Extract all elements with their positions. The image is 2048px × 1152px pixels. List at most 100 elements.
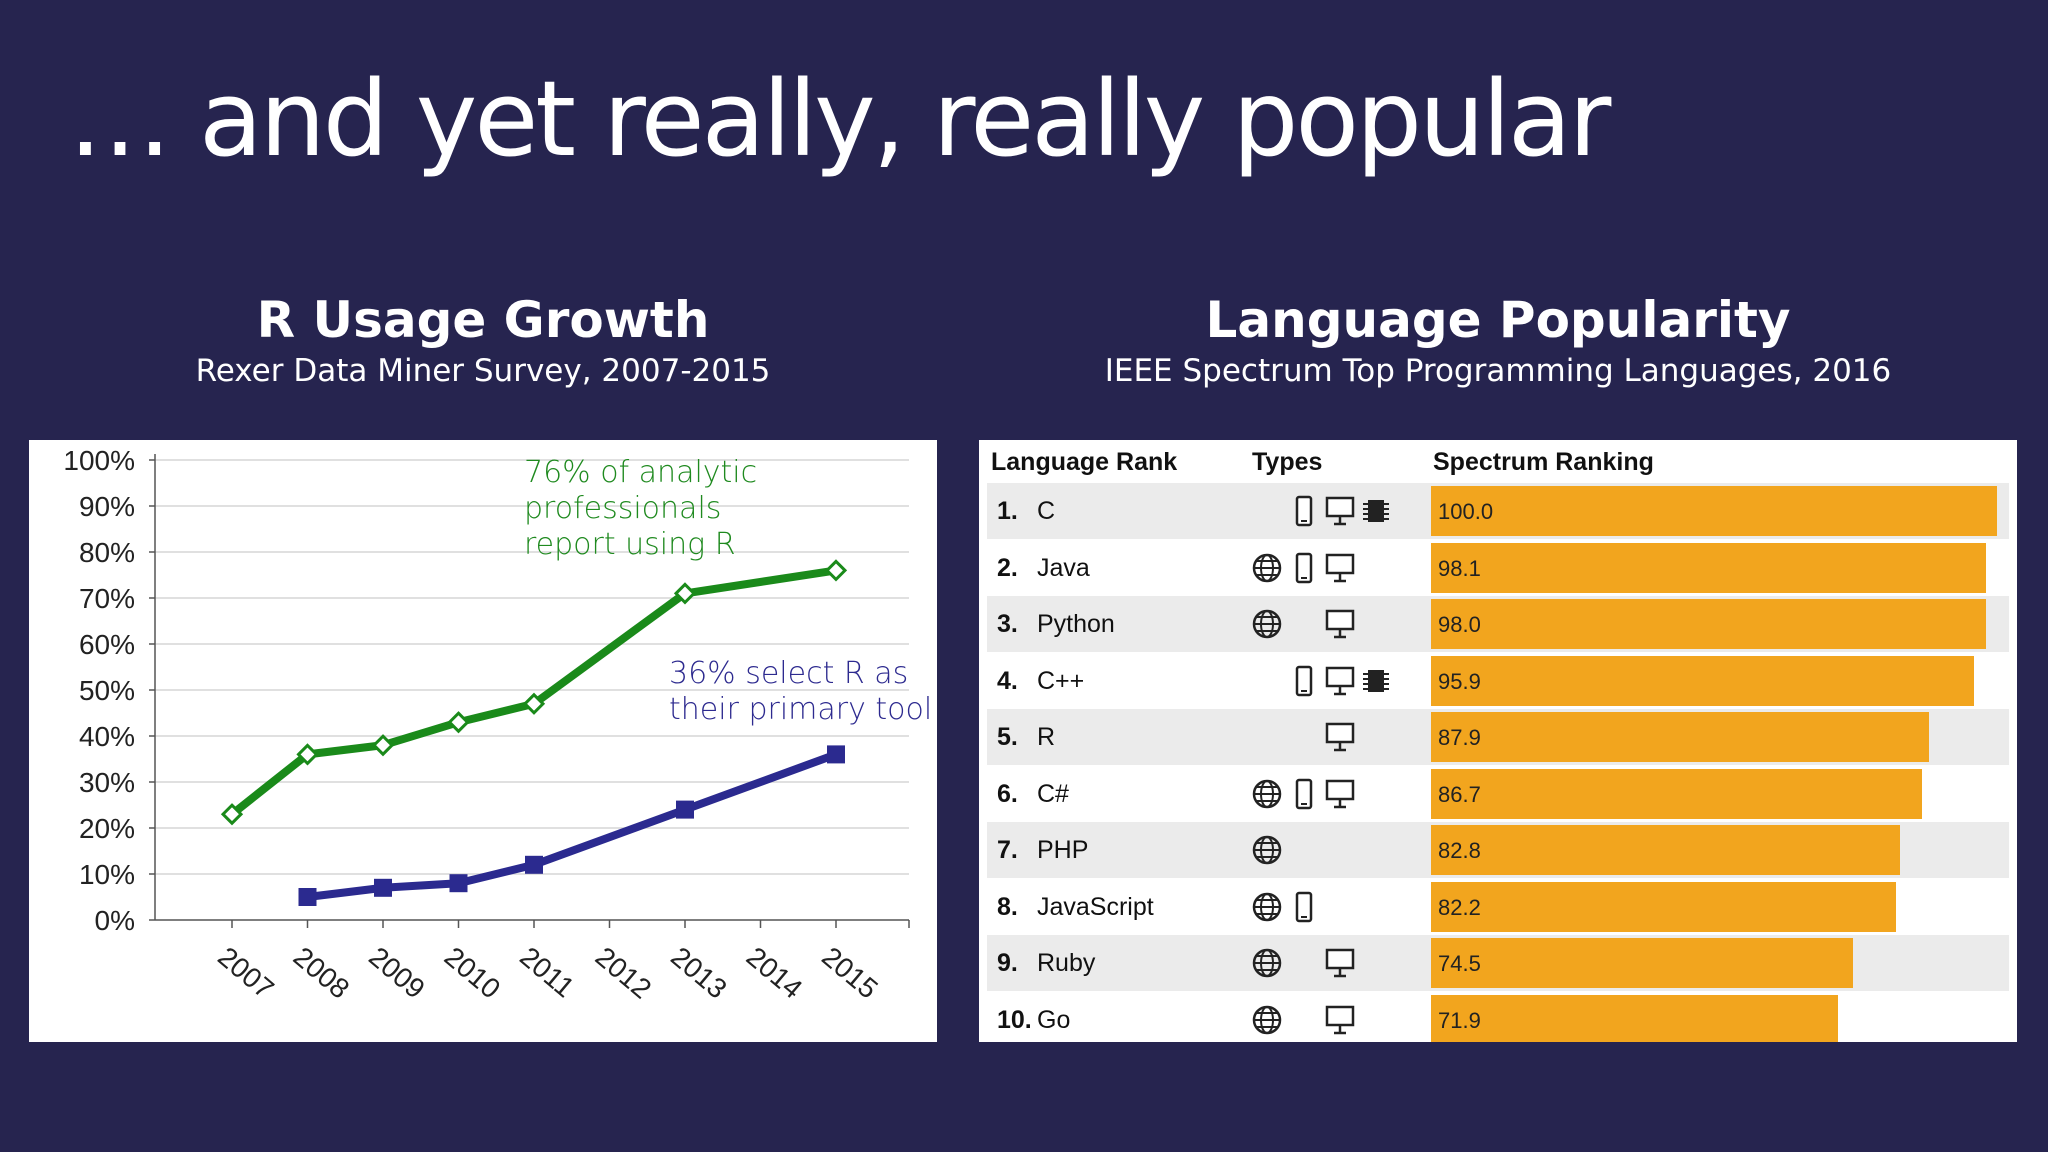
desktop-icon bbox=[1323, 665, 1357, 697]
language-name: C bbox=[1037, 497, 1056, 525]
mobile-icon bbox=[1287, 665, 1321, 697]
ranking-bar: 82.2 bbox=[1431, 881, 1897, 932]
ranking-value: 82.2 bbox=[1438, 894, 1481, 920]
desktop-icon bbox=[1323, 552, 1357, 584]
language-name: C++ bbox=[1037, 666, 1085, 695]
ranking-bar: 71.9 bbox=[1431, 994, 1838, 1042]
rank-number: 3. bbox=[997, 610, 1018, 638]
data-point-any bbox=[371, 734, 395, 757]
bar-track: 82.8 bbox=[1431, 825, 2001, 875]
language-name: Go bbox=[1037, 1005, 1071, 1034]
annotation-any: 76% of analytic bbox=[524, 455, 757, 490]
bar-track: 82.2 bbox=[1431, 881, 2001, 932]
x-tick-label: 2010 bbox=[439, 941, 507, 1005]
table-row: 2. Java 98.1 bbox=[987, 538, 2009, 595]
web-icon bbox=[1250, 552, 1284, 584]
x-tick-label: 2012 bbox=[590, 941, 658, 1005]
bar-track: 95.9 bbox=[1431, 655, 2001, 706]
bar-track: 71.9 bbox=[1431, 994, 2001, 1042]
language-name: C# bbox=[1037, 779, 1069, 808]
data-point-primary bbox=[374, 878, 392, 897]
y-tick-label: 60% bbox=[79, 629, 135, 660]
x-tick-label: 2015 bbox=[816, 941, 884, 1005]
y-tick-label: 90% bbox=[79, 491, 135, 522]
ranking-bar: 98.0 bbox=[1431, 599, 1986, 649]
mobile-icon bbox=[1287, 891, 1321, 923]
y-tick-label: 30% bbox=[79, 767, 135, 798]
ranking-bar: 95.9 bbox=[1431, 655, 1974, 706]
desktop-icon bbox=[1323, 1004, 1357, 1036]
ranking-value: 95.9 bbox=[1438, 668, 1481, 694]
bar-track: 87.9 bbox=[1431, 712, 2001, 762]
web-icon bbox=[1250, 1004, 1284, 1036]
x-tick-label: 2011 bbox=[514, 941, 580, 1003]
table-row: 1. C 100.0 bbox=[987, 482, 2009, 539]
data-point-any bbox=[220, 803, 244, 826]
usage-growth-svg: 0%10%20%30%40%50%60%70%80%90%100%2007 200… bbox=[63, 445, 932, 1005]
bar-track: 86.7 bbox=[1431, 768, 2001, 819]
x-tick-label: 2007 bbox=[212, 941, 280, 1005]
ranking-value: 86.7 bbox=[1438, 781, 1481, 807]
language-name: Java bbox=[1037, 553, 1090, 582]
rank-number: 4. bbox=[997, 666, 1018, 695]
usage-growth-chart: 0% 10% 20% 30% 40% 50% 60% 70% 80% 90% 100% 2007 200… bbox=[29, 440, 937, 1042]
web-icon bbox=[1250, 778, 1284, 810]
series-line-primary bbox=[307, 750, 838, 901]
annotation-primary: 36% select R as bbox=[669, 656, 908, 691]
mobile-icon bbox=[1287, 552, 1321, 584]
ranking-value: 100.0 bbox=[1438, 499, 1494, 524]
data-point-primary bbox=[827, 745, 845, 764]
desktop-icon bbox=[1323, 495, 1357, 527]
popularity-chart-subtitle: IEEE Spectrum Top Programming Languages,… bbox=[1104, 353, 1892, 389]
desktop-icon bbox=[1323, 721, 1357, 753]
ranking-bar: 82.8 bbox=[1431, 825, 1900, 875]
ranking-value: 98.1 bbox=[1438, 555, 1481, 581]
table-row: 4. C++ 95.9 bbox=[987, 651, 2009, 708]
embedded-icon bbox=[1359, 665, 1393, 697]
desktop-icon bbox=[1323, 947, 1357, 979]
bar-track: 98.0 bbox=[1431, 599, 2001, 649]
mobile-icon bbox=[1287, 495, 1321, 527]
language-name: JavaScript bbox=[1037, 892, 1154, 921]
ranking-bar: 100.0 bbox=[1431, 486, 1997, 536]
x-tick-label: 2009 bbox=[363, 941, 431, 1005]
usage-chart-subtitle: Rexer Data Miner Survey, 2007-2015 bbox=[195, 353, 771, 389]
web-icon bbox=[1250, 891, 1284, 923]
data-point-primary bbox=[676, 800, 694, 819]
embedded-icon bbox=[1359, 495, 1393, 527]
left-panel-heading: R Usage Growth Rexer Data Miner Survey, … bbox=[30, 290, 936, 392]
rank-number: 9. bbox=[997, 949, 1018, 977]
table-row: 6. C# 86.7 bbox=[987, 764, 2009, 821]
data-point-any bbox=[522, 692, 546, 715]
popularity-chart-title: Language Popularity bbox=[1205, 291, 1791, 349]
data-point-any bbox=[824, 559, 848, 582]
language-name: PHP bbox=[1037, 836, 1089, 864]
bar-track: 100.0 bbox=[1431, 486, 2001, 536]
language-name: Python bbox=[1037, 610, 1115, 638]
right-panel-heading: Language Popularity IEEE Spectrum Top Pr… bbox=[980, 290, 2016, 392]
ranking-value: 87.9 bbox=[1438, 725, 1481, 750]
x-tick-label: 2014 bbox=[741, 941, 809, 1005]
language-name: Ruby bbox=[1037, 949, 1096, 977]
annotation-primary: their primary tool bbox=[669, 692, 932, 727]
data-point-primary bbox=[525, 855, 543, 874]
rank-number: 1. bbox=[997, 497, 1018, 525]
x-tick-label: 2008 bbox=[288, 941, 356, 1005]
data-point-any bbox=[447, 711, 470, 734]
ranking-bar: 86.7 bbox=[1431, 768, 1922, 819]
y-tick-label: 10% bbox=[79, 859, 135, 890]
desktop-icon bbox=[1323, 608, 1357, 640]
rank-number: 6. bbox=[997, 779, 1018, 808]
mobile-icon bbox=[1287, 778, 1321, 810]
data-point-any bbox=[673, 582, 697, 605]
ranking-value: 74.5 bbox=[1438, 951, 1481, 976]
ranking-value: 71.9 bbox=[1438, 1007, 1481, 1033]
rank-number: 2. bbox=[997, 553, 1018, 582]
web-icon bbox=[1250, 608, 1284, 640]
y-tick-label: 20% bbox=[79, 813, 135, 844]
data-point-any bbox=[296, 743, 319, 766]
table-row: 5. R 87.9 bbox=[987, 708, 2009, 765]
x-tick-label: 2013 bbox=[665, 941, 733, 1005]
web-icon bbox=[1250, 947, 1284, 979]
bar-track: 74.5 bbox=[1431, 938, 2001, 988]
